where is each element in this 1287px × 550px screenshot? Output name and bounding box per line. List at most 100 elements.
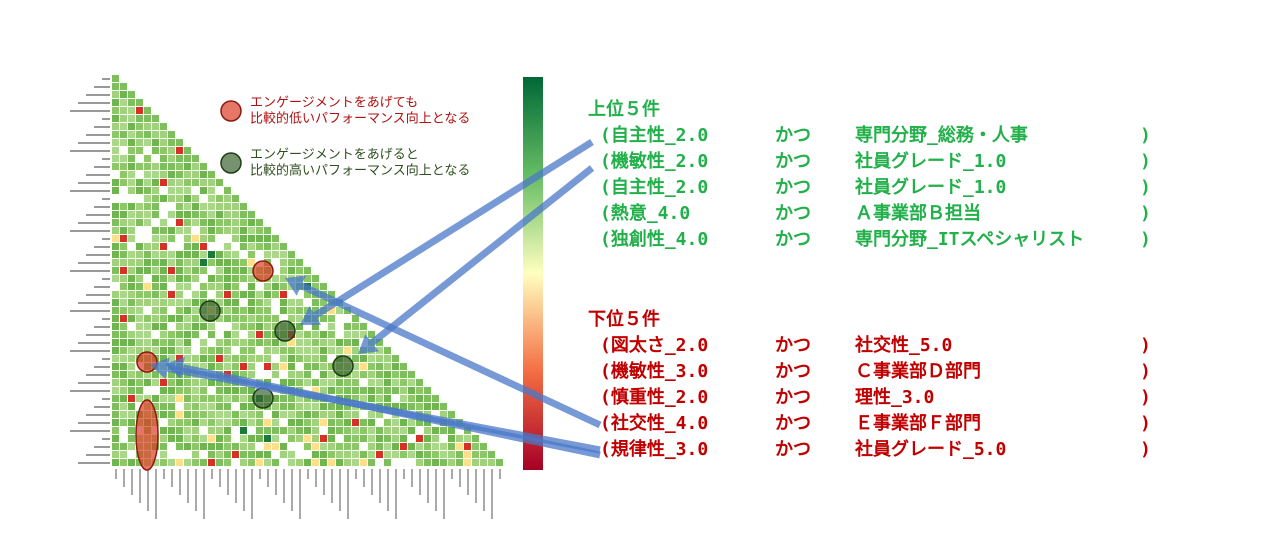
heat-cell [448,459,455,466]
heat-cell [336,387,343,394]
heat-cell [400,435,407,442]
highlights [135,260,354,471]
heat-cell [144,123,151,130]
heat-cell [240,419,247,426]
heat-cell [224,203,231,210]
heat-cell [112,331,119,338]
heat-cell [136,99,143,106]
heat-cell [184,331,191,338]
heat-cell [488,459,495,466]
heat-cell [128,219,135,226]
heat-cell [448,451,455,458]
green-circle [332,355,354,377]
row-label [86,254,110,256]
heat-cell [384,379,391,386]
heat-cell [128,331,135,338]
heat-cell [320,355,327,362]
heat-cell [192,403,199,410]
col-label [355,469,357,479]
heat-cell [288,459,295,466]
heat-cell [256,411,263,418]
heat-cell [112,387,119,394]
heat-cell [128,283,135,290]
heat-cell [448,427,455,434]
heat-cell [192,195,199,202]
heat-cell [112,435,119,442]
heat-cell [120,299,127,306]
heat-cell [296,347,303,354]
heat-cell [160,451,167,458]
heat-cell [232,411,239,418]
col-label [427,469,429,503]
heat-cell [136,259,143,266]
heat-cell [120,443,127,450]
row-label [102,118,110,120]
heat-cell [192,291,199,298]
heat-cell [224,395,231,402]
heat-cell [176,219,183,226]
heat-cell [128,299,135,306]
heat-cell [120,211,127,218]
list-cell: かつ [775,203,811,224]
heat-cell [328,315,335,322]
heat-cell [232,451,239,458]
heat-cell [248,307,255,314]
heat-cell [120,155,127,162]
heat-cell [184,283,191,290]
heat-cell [176,355,183,362]
row-label [94,166,110,168]
heat-cell [208,283,215,290]
heat-cell [128,203,135,210]
list-cell: ) [1140,177,1151,198]
heat-cell [128,131,135,138]
heat-cell [232,371,239,378]
heat-cell [128,179,135,186]
heat-cell [432,403,439,410]
heat-cell [360,395,367,402]
heat-cell [368,411,375,418]
heat-cell [192,307,199,314]
heat-cell [120,83,127,90]
heat-cell [440,427,447,434]
heat-cell [272,251,279,258]
heat-cell [400,395,407,402]
heat-cell [168,347,175,354]
heat-cell [112,219,119,226]
heat-cell [208,227,215,234]
heat-cell [152,339,159,346]
heat-cell [320,443,327,450]
heat-cell [120,371,127,378]
heat-cell [240,267,247,274]
heat-cell [248,315,255,322]
heat-cell [160,443,167,450]
heat-cell [136,251,143,258]
heat-cell [280,267,287,274]
heat-cell [112,99,119,106]
heat-cell [368,371,375,378]
heat-cell [328,363,335,370]
heat-cell [296,403,303,410]
heat-cell [160,227,167,234]
heat-cell [312,355,319,362]
heat-cell [112,251,119,258]
heat-cell [384,395,391,402]
heat-cell [376,363,383,370]
heat-cell [368,355,375,362]
heat-cell [176,331,183,338]
heat-cell [192,331,199,338]
heat-cell [120,379,127,386]
heat-cell [328,419,335,426]
row-label [94,126,110,128]
heat-cell [392,435,399,442]
heat-cell [216,443,223,450]
heat-cell [232,323,239,330]
heat-cell [328,339,335,346]
heat-cell [256,427,263,434]
heat-cell [304,443,311,450]
heat-cell [144,323,151,330]
heat-cell [464,443,471,450]
heatmap [70,75,503,519]
heat-cell [176,395,183,402]
heat-cell [352,331,359,338]
heat-cell [192,435,199,442]
